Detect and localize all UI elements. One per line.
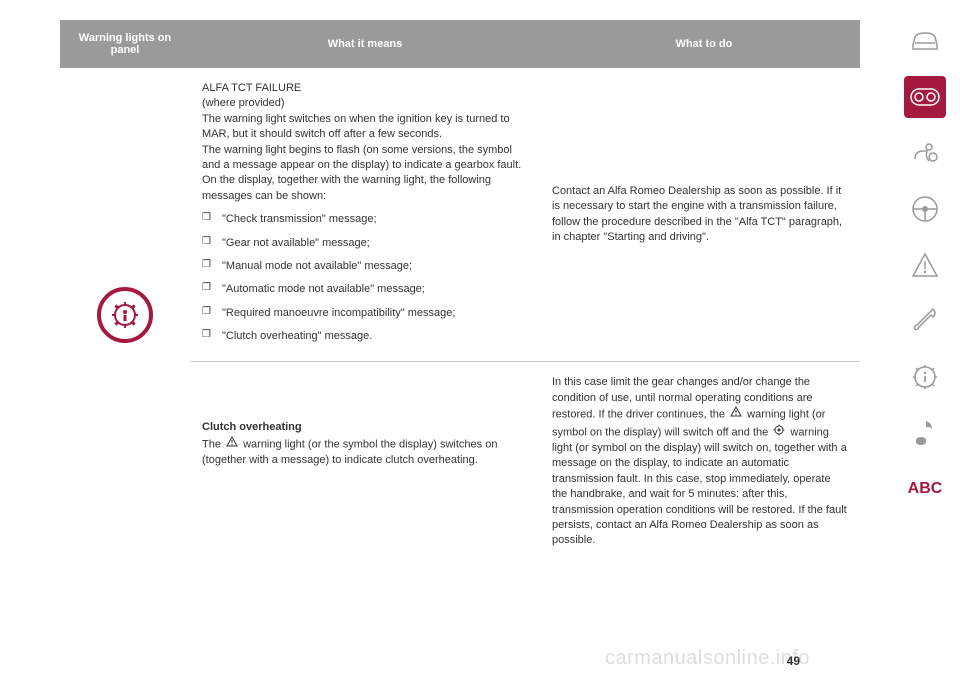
content-rows: ALFA TCT FAILURE (where provided) The wa… bbox=[190, 68, 860, 562]
car-icon[interactable] bbox=[904, 20, 946, 62]
row-clutch: Clutch overheating The warning light (or… bbox=[190, 362, 860, 561]
header-col-warning: Warning lights on panel bbox=[60, 20, 190, 68]
clutch-pre: The bbox=[202, 438, 221, 450]
clutch-desc: The warning light (or the symbol the dis… bbox=[202, 436, 528, 469]
gearbox-fault-icon bbox=[97, 287, 153, 343]
clutch-mid: warning light (or the symbol the display… bbox=[243, 438, 497, 450]
watermark: carmanualsonline.info bbox=[605, 647, 810, 670]
alfa-tct-todo-text: Contact an Alfa Romeo Dealership as soon… bbox=[552, 184, 848, 246]
clutch-todo-p4: together with a message on the display, … bbox=[552, 442, 847, 546]
sidebar-nav: ABC bbox=[890, 0, 960, 678]
list-item: "Automatic mode not available" message; bbox=[202, 278, 528, 301]
airbag-icon[interactable] bbox=[904, 132, 946, 174]
steering-icon[interactable] bbox=[904, 188, 946, 230]
warning-icon[interactable] bbox=[904, 244, 946, 286]
list-item: "Clutch overheating" message. bbox=[202, 325, 528, 348]
alfa-tct-title: ALFA TCT FAILURE bbox=[202, 81, 528, 96]
alfa-tct-desc3: On the display, together with the warnin… bbox=[202, 173, 528, 204]
clutch-means: Clutch overheating The warning light (or… bbox=[190, 370, 540, 553]
gear-icon bbox=[773, 424, 785, 441]
dashboard-icon[interactable] bbox=[904, 76, 946, 118]
alfa-tct-subtitle: (where provided) bbox=[202, 96, 528, 111]
content-area: Warning lights on panel What it means Wh… bbox=[0, 0, 890, 678]
row-alfa-tct: ALFA TCT FAILURE (where provided) The wa… bbox=[190, 68, 860, 362]
music-icon[interactable] bbox=[904, 412, 946, 454]
page-number: 49 bbox=[787, 654, 800, 668]
table-header-row: Warning lights on panel What it means Wh… bbox=[60, 20, 860, 68]
alfa-tct-means: ALFA TCT FAILURE (where provided) The wa… bbox=[190, 76, 540, 353]
warning-icon-cell bbox=[60, 68, 190, 562]
wrench-icon[interactable] bbox=[904, 300, 946, 342]
abc-label[interactable]: ABC bbox=[904, 468, 946, 510]
table-body: ALFA TCT FAILURE (where provided) The wa… bbox=[60, 68, 860, 562]
warning-triangle-icon bbox=[730, 406, 742, 423]
list-item: "Check transmission" message; bbox=[202, 208, 528, 231]
alfa-tct-desc2: The warning light begins to flash (on so… bbox=[202, 143, 528, 174]
alfa-tct-desc1: The warning light switches on when the i… bbox=[202, 112, 528, 143]
list-item: "Manual mode not available" message; bbox=[202, 255, 528, 278]
warning-triangle-icon bbox=[226, 436, 238, 453]
alfa-tct-todo: Contact an Alfa Romeo Dealership as soon… bbox=[540, 76, 860, 353]
clutch-title: Clutch overheating bbox=[202, 420, 528, 435]
warning-table: Warning lights on panel What it means Wh… bbox=[60, 20, 860, 562]
page-container: Warning lights on panel What it means Wh… bbox=[0, 0, 960, 678]
clutch-todo: In this case limit the gear changes and/… bbox=[540, 370, 860, 553]
info-icon[interactable] bbox=[904, 356, 946, 398]
header-col-means: What it means bbox=[190, 20, 540, 68]
list-item: "Gear not available" message; bbox=[202, 232, 528, 255]
message-list: "Check transmission" message; "Gear not … bbox=[202, 208, 528, 348]
clutch-post: (together with a message) to indicate cl… bbox=[202, 454, 478, 466]
header-col-todo: What to do bbox=[548, 20, 860, 68]
list-item: "Required manoeuvre incompatibility" mes… bbox=[202, 302, 528, 325]
